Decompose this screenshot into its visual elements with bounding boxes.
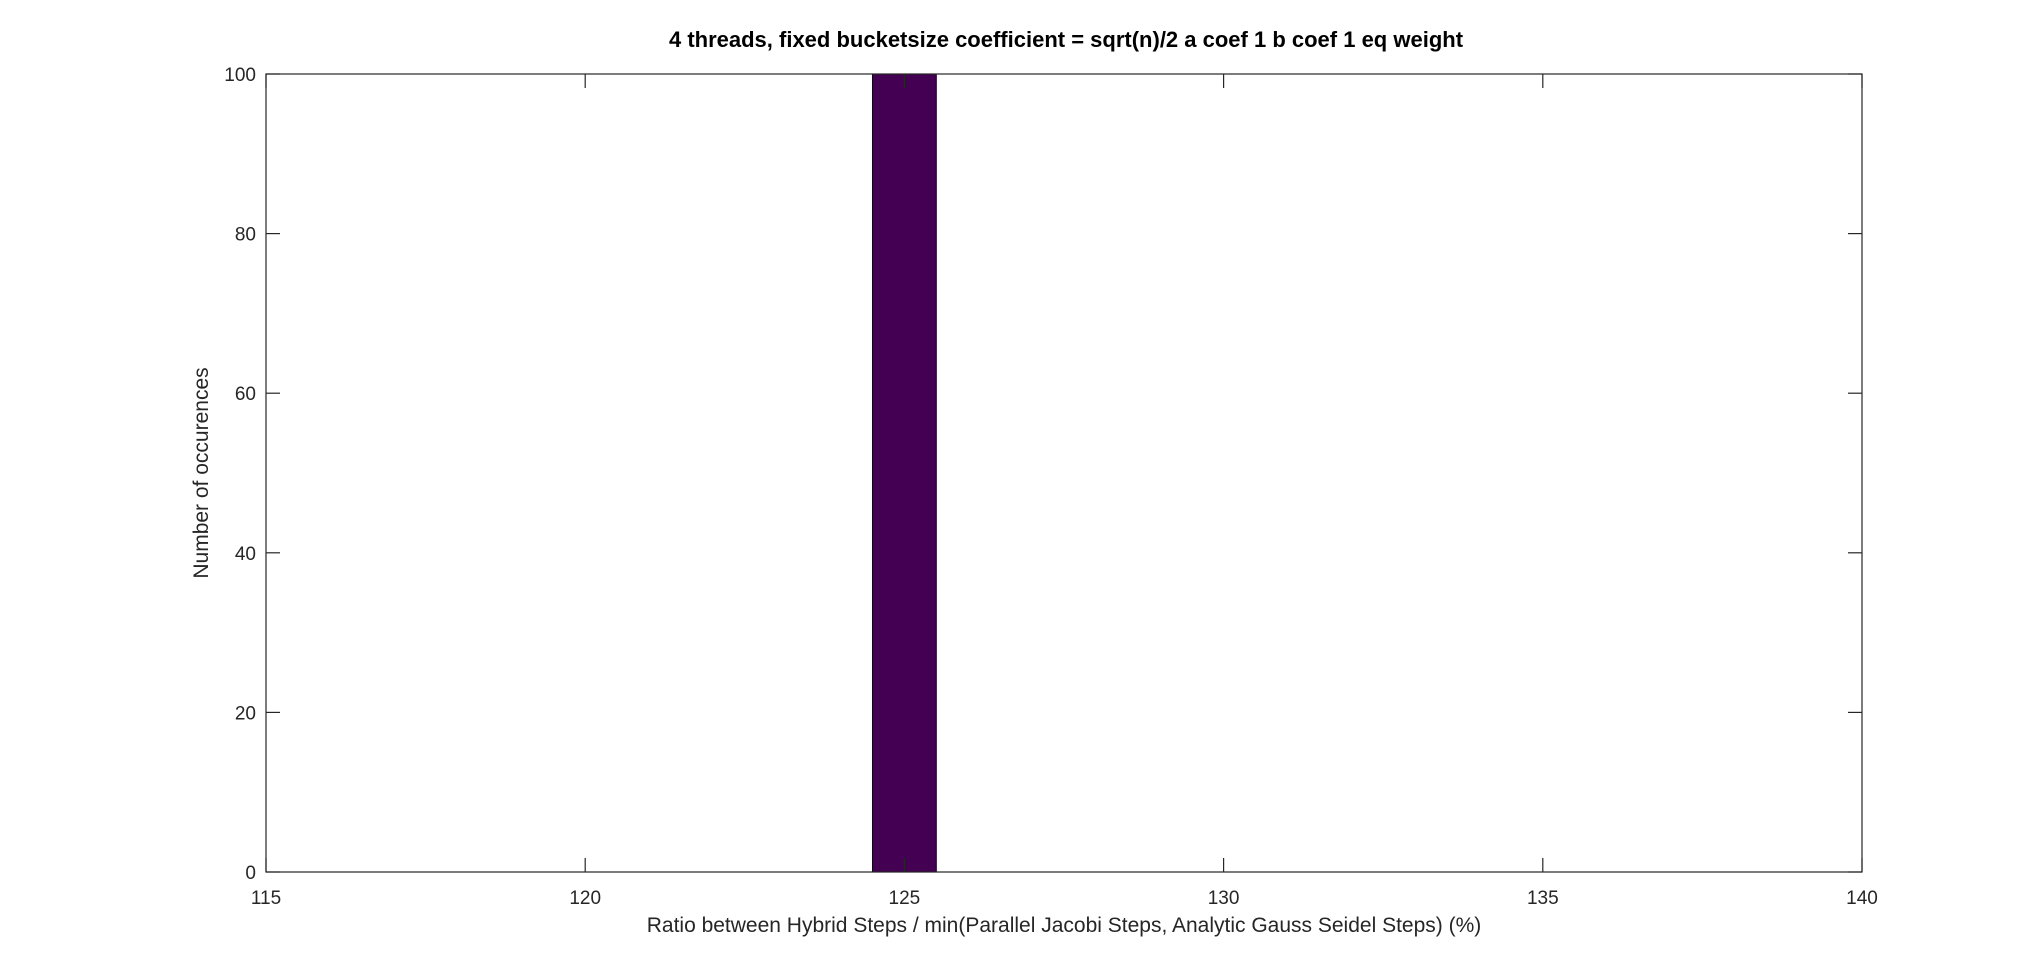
x-tick-label-5: 140	[1846, 888, 1878, 909]
chart-title: 4 threads, fixed bucketsize coefficient …	[669, 27, 1464, 52]
y-tick-label-4: 80	[235, 225, 256, 246]
y-tick-label-3: 60	[235, 384, 256, 405]
x-tick-label-4: 135	[1527, 888, 1559, 909]
x-tick-label-3: 130	[1208, 888, 1240, 909]
plot-frame	[265, 73, 1863, 873]
y-axis-label: Number of occurences	[190, 367, 213, 578]
y-tick-label-2: 40	[235, 544, 256, 565]
y-tick-label-5: 100	[224, 65, 256, 86]
x-tick-label-2: 125	[889, 888, 921, 909]
x-tick-label-0: 115	[251, 888, 281, 909]
x-tick-label-1: 120	[569, 888, 601, 909]
ticks-layer: 115 120 125 130 135 140 0 20 40 60 80 100	[224, 65, 1878, 909]
histogram-bar-0	[871, 73, 937, 873]
x-axis-label: Ratio between Hybrid Steps / min(Paralle…	[647, 914, 1482, 937]
y-tick-label-0: 0	[245, 863, 256, 884]
y-tick-label-1: 20	[235, 703, 256, 724]
bars-layer	[871, 73, 937, 873]
